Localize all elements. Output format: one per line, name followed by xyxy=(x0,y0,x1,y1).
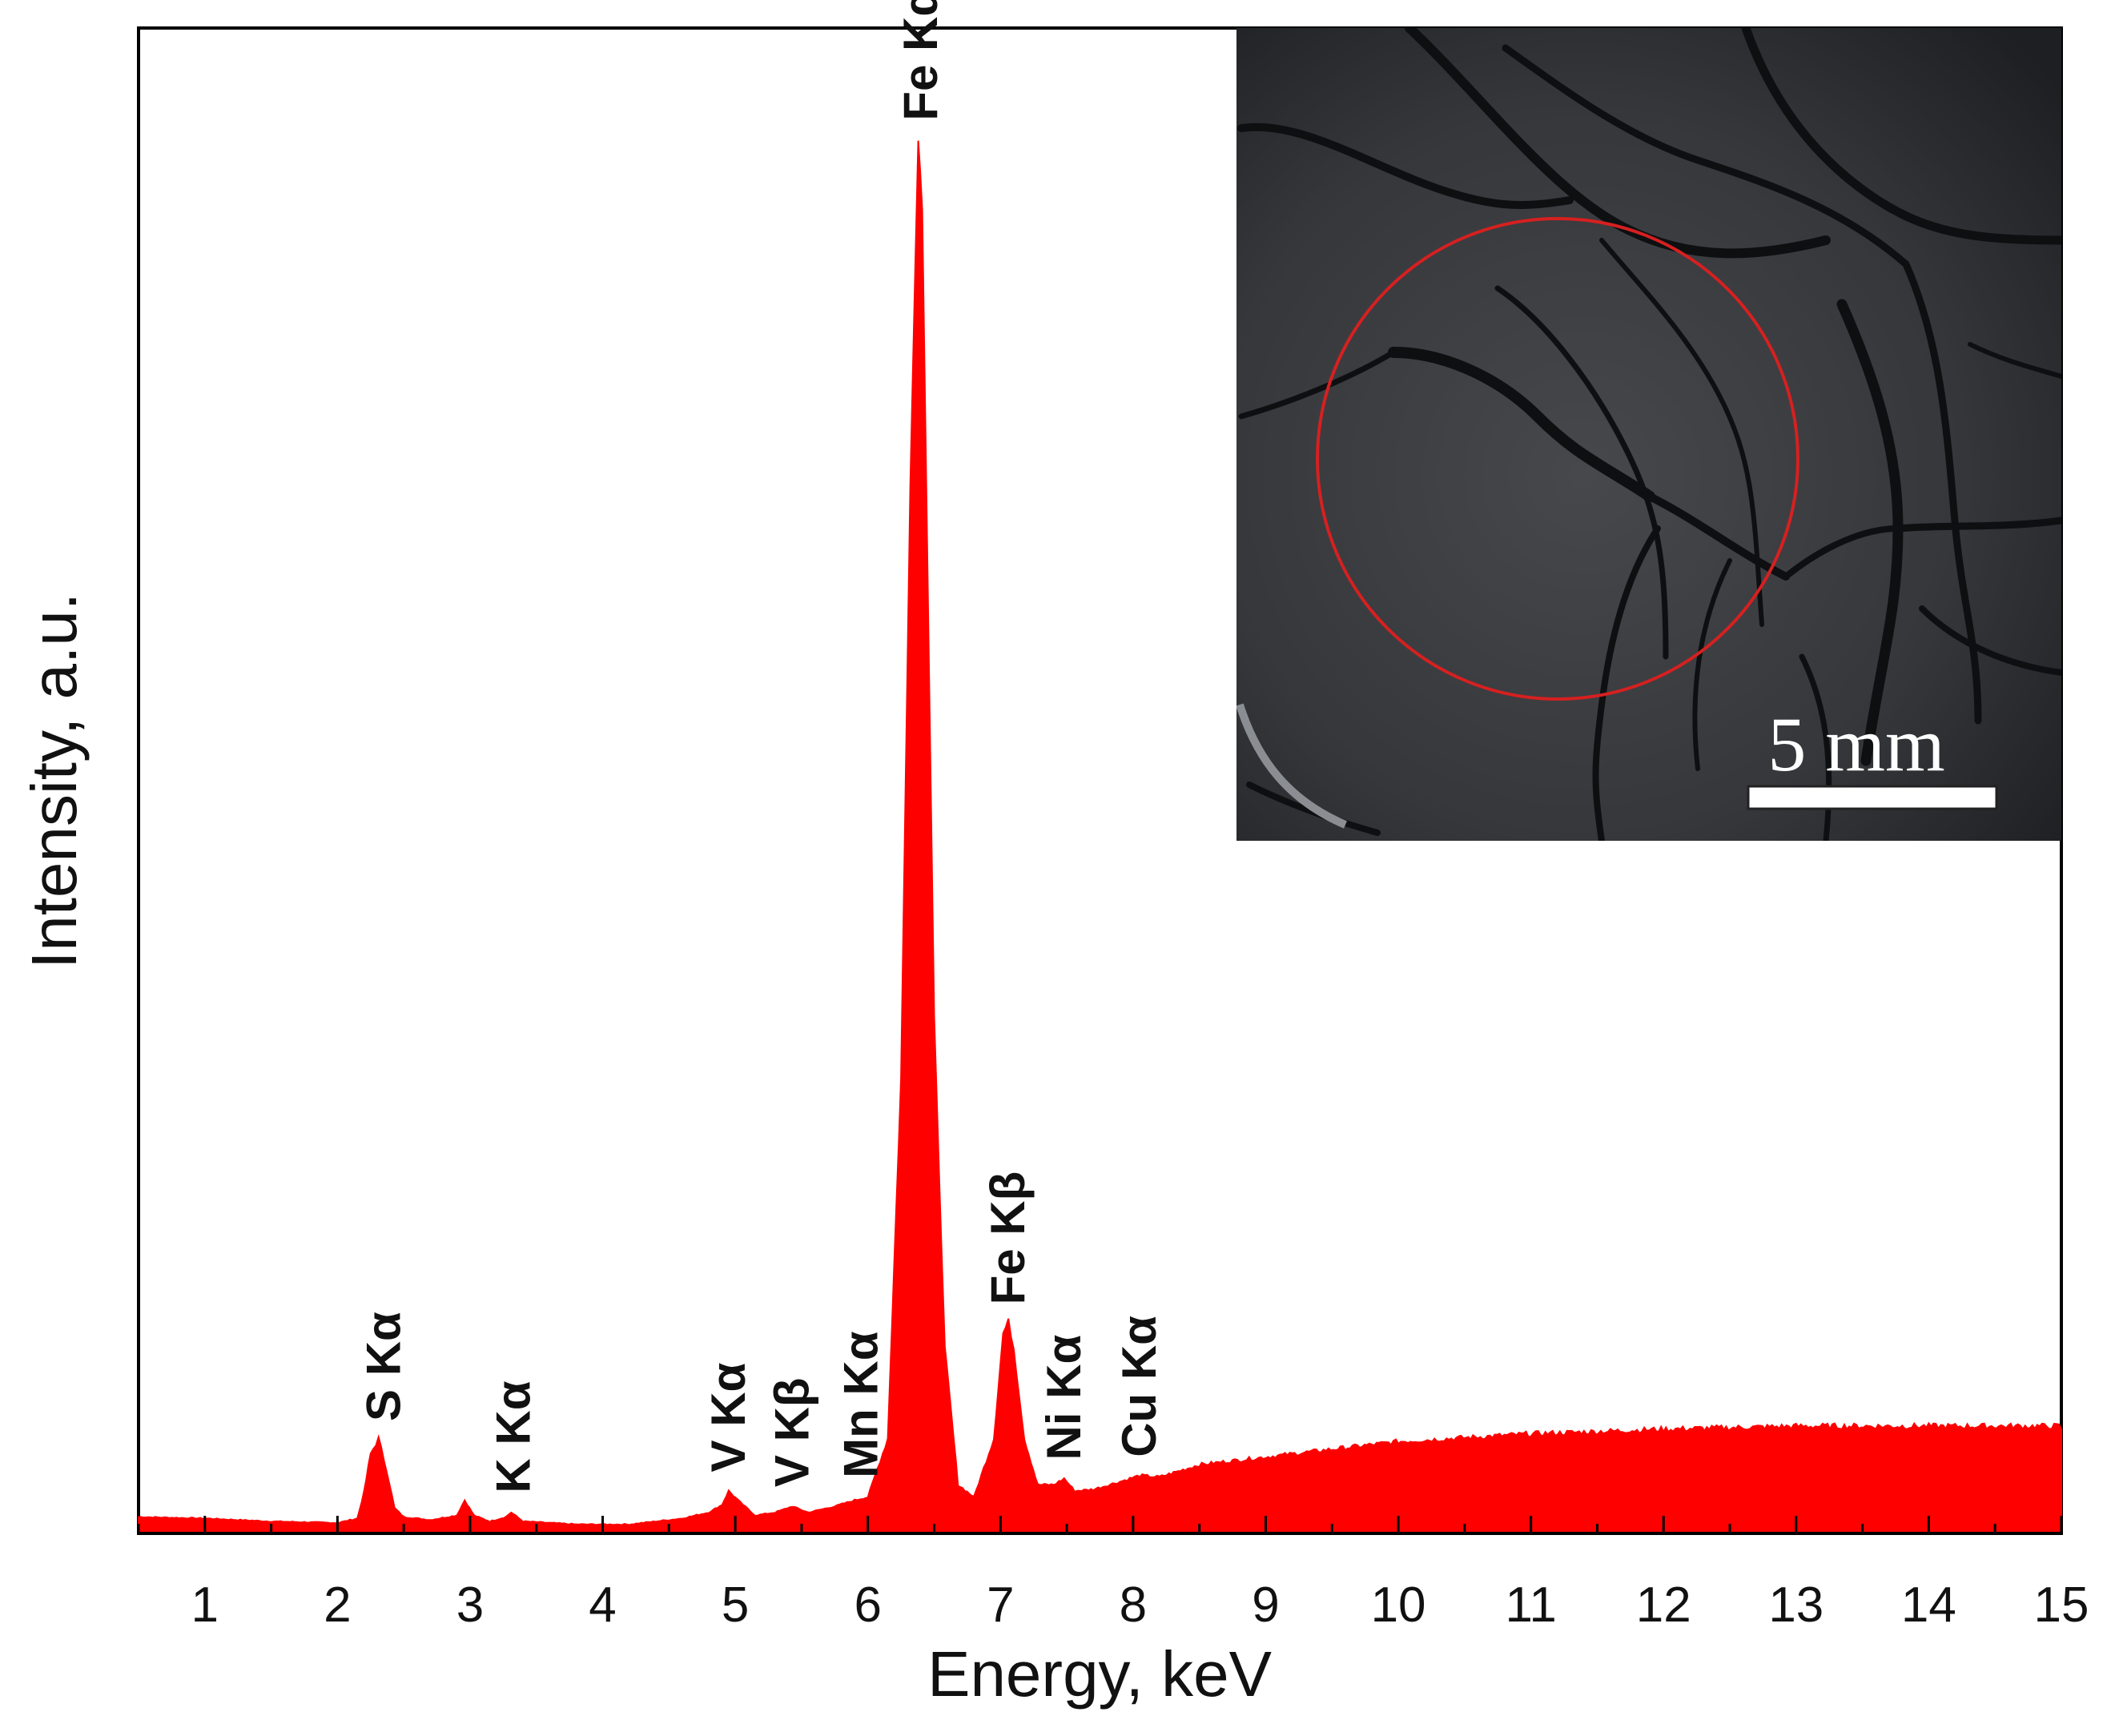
x-tick-label: 12 xyxy=(1636,1577,1691,1633)
peak-label: Fe Kβ xyxy=(981,1171,1035,1305)
peak-label: Cu Kα xyxy=(1112,1316,1166,1457)
x-tick-label: 9 xyxy=(1252,1577,1279,1633)
x-tick-label: 4 xyxy=(589,1577,616,1633)
x-tick-label: 7 xyxy=(987,1577,1014,1633)
peak-label: Ni Kα xyxy=(1037,1335,1091,1461)
x-axis-ticks xyxy=(137,1516,2063,1533)
inset-sample-photo: 5 mm xyxy=(1236,28,2061,841)
peak-label: K Kα xyxy=(487,1380,541,1493)
x-tick-label: 14 xyxy=(1901,1577,1956,1633)
inset-glare xyxy=(1236,703,1347,829)
x-axis-tick-labels: 1 2 3 4 5 6 7 8 9 10 11 12 13 14 15 xyxy=(191,1577,2089,1633)
x-tick-label: 15 xyxy=(2034,1577,2089,1633)
x-tick-label: 11 xyxy=(1505,1577,1556,1633)
x-tick-label: 1 xyxy=(191,1577,219,1633)
peak-label: V Kβ xyxy=(765,1377,818,1487)
x-tick-label: 3 xyxy=(456,1577,484,1633)
x-tick-label: 10 xyxy=(1371,1577,1426,1633)
x-tick-label: 2 xyxy=(324,1577,351,1633)
peak-label: Mn Kα xyxy=(834,1331,887,1478)
y-axis-title: Intensity, a.u. xyxy=(18,593,90,969)
x-tick-label: 6 xyxy=(854,1577,881,1633)
x-axis-title: Energy, keV xyxy=(927,1638,1272,1710)
scale-bar xyxy=(1747,785,1998,810)
peak-label: Fe Kα xyxy=(894,0,947,121)
x-tick-label: 5 xyxy=(722,1577,749,1633)
x-tick-label: 8 xyxy=(1120,1577,1147,1633)
peak-label: S Kα xyxy=(356,1312,410,1421)
inset-cracks xyxy=(1237,28,2061,841)
scale-bar-label: 5 mm xyxy=(1767,701,1944,787)
x-tick-label: 13 xyxy=(1768,1577,1824,1633)
analysis-area-circle xyxy=(1316,217,1799,701)
spectrum-area xyxy=(138,140,2062,1532)
peak-label: V Kα xyxy=(702,1362,755,1472)
